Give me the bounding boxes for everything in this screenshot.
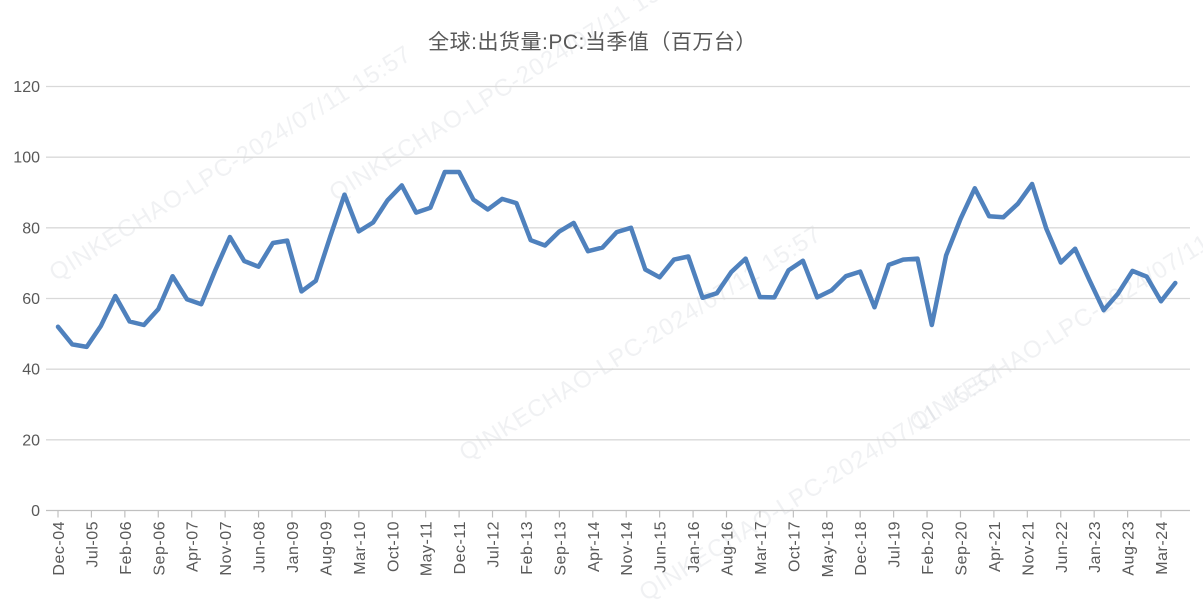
- x-axis-tick-label: Jul-12: [486, 521, 503, 568]
- x-axis-tick-label: Feb-13: [519, 521, 536, 575]
- y-axis-tick-label: 60: [22, 291, 40, 308]
- x-axis-tick-label: Sep-13: [552, 521, 569, 576]
- x-axis-tick-label: Feb-06: [118, 521, 135, 575]
- y-axis-tick-label: 80: [22, 220, 40, 237]
- x-axis-tick-label: Mar-17: [753, 521, 770, 575]
- x-axis-tick-label: Jun-15: [653, 521, 670, 573]
- chart-title: 全球:出货量:PC:当季值（百万台）: [428, 31, 757, 54]
- x-axis-tick-label: Jul-05: [84, 521, 101, 568]
- x-axis-tick-label: Jan-09: [285, 521, 302, 573]
- x-axis-tick-label: May-18: [820, 521, 837, 577]
- x-axis-tick-label: Jan-23: [1087, 521, 1104, 573]
- y-axis-tick-label: 20: [22, 432, 40, 449]
- x-axis-tick-label: Dec-04: [51, 521, 68, 576]
- x-axis-tick-label: Sep-20: [953, 521, 970, 576]
- x-axis-tick-label: Aug-16: [720, 521, 737, 576]
- data-line: [55, 169, 1178, 350]
- x-axis-tick-label: Apr-14: [586, 521, 603, 572]
- y-axis-tick-label: 40: [22, 362, 40, 379]
- x-axis-tick-label: Jun-22: [1054, 521, 1071, 573]
- x-axis-tick-label: Mar-24: [1154, 521, 1171, 575]
- y-axis-tick-label: 120: [13, 79, 40, 96]
- x-axis-tick-label: Nov-07: [218, 521, 235, 576]
- y-axis-labels: 0 20 40 60 80 100 120: [13, 79, 40, 520]
- x-axis-tick-label: May-11: [419, 521, 436, 576]
- x-axis-tick-label: Oct-10: [385, 521, 402, 572]
- x-axis-tick-label: Apr-21: [987, 521, 1004, 572]
- x-axis-tick-label: Apr-07: [185, 521, 202, 572]
- x-axis-tick-label: Aug-23: [1121, 521, 1138, 576]
- x-axis-tick-label: Mar-10: [352, 521, 369, 575]
- x-axis-tick-label: Oct-17: [786, 521, 803, 572]
- x-axis-tick-label: Dec-11: [452, 521, 469, 574]
- y-axis-tick-label: 0: [31, 503, 40, 520]
- x-axis-tick-label: Jun-08: [252, 521, 269, 573]
- y-axis-tick-label: 100: [13, 150, 40, 167]
- x-axis-tick-label: Feb-20: [920, 521, 937, 575]
- x-axis-tick-label: Nov-21: [1020, 521, 1037, 576]
- x-axis-ticks: [57, 511, 1162, 518]
- x-axis-tick-label: Jul-19: [887, 521, 904, 568]
- x-axis-tick-label: Jan-16: [686, 521, 703, 573]
- x-axis-tick-label: Dec-18: [853, 521, 870, 576]
- x-axis-labels: Dec-04 Jul-05 Feb-06 Sep-06 Apr-07 Nov-07 Jun-…: [51, 521, 1171, 577]
- gridlines: [46, 85, 1190, 512]
- x-axis-tick-label: Sep-06: [151, 521, 168, 576]
- x-axis-tick-label: Nov-14: [619, 521, 636, 576]
- x-axis-tick-label: Aug-09: [318, 521, 335, 576]
